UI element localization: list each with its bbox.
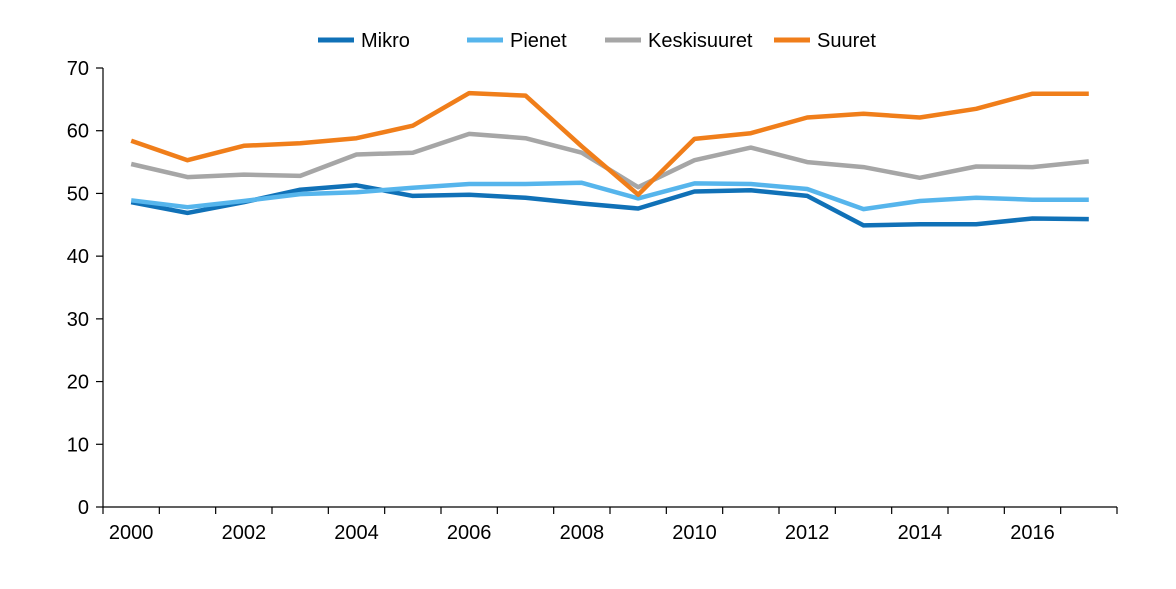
x-tick-label: 2008	[560, 522, 605, 544]
y-tick-label: 10	[67, 434, 89, 456]
y-tick-label: 30	[67, 309, 89, 331]
series-line-pienet	[130, 180, 1089, 212]
legend-label-pienet: Pienet	[510, 30, 567, 52]
y-tick-label: 40	[67, 246, 89, 268]
y-tick-label: 70	[67, 58, 89, 80]
legend-label-suuret: Suuret	[817, 30, 876, 52]
x-tick-label: 2010	[672, 522, 717, 544]
x-tick-label: 2012	[785, 522, 830, 544]
y-tick-label: 60	[67, 121, 89, 143]
x-tick-label: 2006	[447, 522, 492, 544]
x-tick-label: 2004	[334, 522, 379, 544]
y-axis: 0 10 20 30 40 50 60 70	[67, 58, 104, 519]
series-line-keskisuuret	[130, 131, 1090, 190]
series-line-suuret	[130, 90, 1089, 197]
x-tick-label: 2000	[109, 522, 154, 544]
series-layer	[130, 90, 1090, 228]
x-tick-label: 2016	[1010, 522, 1055, 544]
legend: Mikro Pienet Keskisuuret Suuret	[318, 30, 876, 52]
x-axis: 2000 2002 2004 2006 2008 2010 2012 2014 2016	[102, 506, 1118, 544]
legend-label-keskisuuret: Keskisuuret	[648, 30, 753, 52]
x-tick-label: 2014	[898, 522, 943, 544]
y-tick-label: 50	[67, 183, 89, 205]
series-line-mikro	[130, 183, 1089, 228]
x-tick-label: 2002	[222, 522, 267, 544]
legend-label-mikro: Mikro	[361, 30, 410, 52]
y-tick-label: 0	[78, 497, 89, 519]
y-tick-label: 20	[67, 372, 89, 394]
